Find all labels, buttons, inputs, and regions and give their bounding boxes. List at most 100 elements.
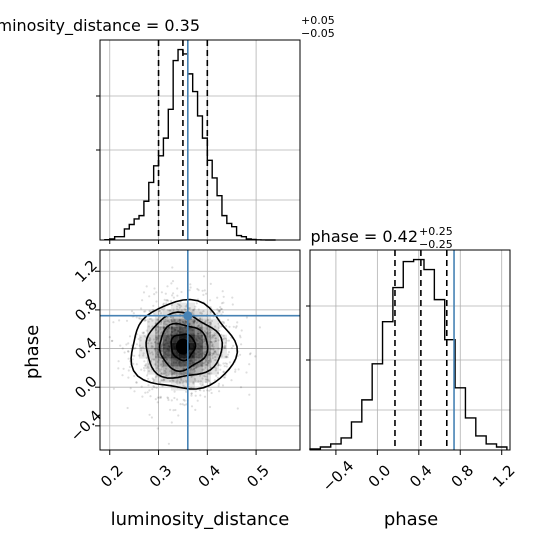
- joint-scatter-point: [224, 344, 227, 347]
- joint-scatter-point: [185, 379, 188, 382]
- joint-scatter-point: [147, 350, 151, 353]
- joint-scatter-point: [209, 282, 212, 285]
- joint-scatter-point: [222, 371, 225, 374]
- joint-scatter-point: [176, 302, 179, 306]
- joint-density-cell: [154, 350, 163, 359]
- joint-scatter-point: [167, 442, 170, 445]
- joint-scatter-point: [210, 391, 213, 395]
- joint-density-cell: [154, 310, 163, 319]
- joint-density-cell: [202, 326, 211, 335]
- joint-scatter-point: [199, 380, 202, 383]
- joint-scatter-point: [181, 320, 185, 323]
- joint-scatter-point: [204, 345, 207, 348]
- joint-scatter-point: [204, 358, 207, 361]
- joint-scatter-point: [153, 378, 156, 381]
- joint-scatter-point: [112, 387, 115, 390]
- joint-scatter-point: [201, 384, 204, 387]
- joint-scatter-point: [214, 369, 217, 372]
- joint-scatter-point: [208, 351, 211, 354]
- joint-scatter-point: [150, 342, 153, 345]
- joint-scatter-point: [158, 316, 161, 319]
- joint-density-core: [175, 338, 190, 355]
- joint-scatter-point: [151, 377, 154, 380]
- joint-scatter-point: [199, 389, 202, 392]
- joint-scatter-point: [221, 311, 224, 314]
- joint-scatter-point: [151, 308, 154, 312]
- joint-scatter-point: [161, 343, 164, 346]
- joint-scatter-point: [209, 340, 212, 343]
- joint-scatter-point: [140, 385, 143, 388]
- joint-density-cell: [218, 334, 227, 343]
- joint-scatter-point: [182, 366, 185, 369]
- joint-scatter-point: [197, 324, 200, 327]
- joint-scatter-point: [151, 325, 154, 328]
- joint-scatter-point: [221, 320, 224, 323]
- joint-scatter-point: [133, 347, 136, 350]
- joint-scatter-point: [169, 379, 172, 383]
- joint-scatter-point: [150, 344, 153, 348]
- joint-scatter-point: [193, 319, 196, 322]
- joint-scatter-point: [223, 337, 226, 340]
- joint-scatter-point: [209, 359, 213, 362]
- joint-density-cell: [162, 342, 171, 351]
- joint-scatter-point: [248, 353, 252, 356]
- joint-scatter-point: [199, 332, 202, 335]
- joint-scatter-point: [171, 294, 174, 297]
- joint-scatter-point: [143, 319, 146, 322]
- joint-scatter-point: [203, 395, 207, 398]
- joint-scatter-point: [222, 362, 225, 365]
- luminosity-distance-title-plus: +0.05: [301, 14, 335, 27]
- joint-scatter-point: [202, 362, 205, 365]
- joint-scatter-point: [208, 335, 211, 338]
- joint-scatter-point: [172, 409, 175, 412]
- joint-scatter-point: [210, 337, 213, 340]
- joint-contour-2: [158, 322, 209, 373]
- joint-scatter-point: [159, 396, 162, 399]
- ph-xtick-label-0: −0.4: [319, 457, 357, 495]
- joint-scatter-point: [153, 287, 156, 290]
- joint-scatter-point: [152, 358, 155, 361]
- joint-density-cell: [202, 366, 211, 375]
- joint-density-cell: [146, 342, 155, 351]
- joint-scatter-point: [153, 358, 156, 361]
- joint-scatter-point: [155, 369, 158, 372]
- joint-scatter-point: [160, 379, 163, 382]
- joint-scatter-point: [159, 395, 162, 398]
- joint-scatter-point: [234, 370, 237, 373]
- joint-scatter-point: [143, 364, 146, 367]
- joint-scatter-point: [258, 326, 261, 329]
- joint-scatter-point: [168, 309, 171, 312]
- joint-scatter-point: [162, 377, 165, 380]
- joint-scatter-point: [208, 359, 211, 362]
- joint-scatter-point: [160, 345, 163, 348]
- joint-scatter-point: [154, 398, 157, 401]
- joint-scatter-point: [142, 352, 145, 355]
- joint-density-cell: [210, 366, 219, 375]
- joint-scatter-point: [180, 373, 183, 376]
- joint-scatter-point: [156, 427, 159, 430]
- joint-scatter-point: [192, 322, 195, 325]
- joint-scatter-point: [158, 370, 161, 373]
- joint-scatter-point: [218, 311, 221, 314]
- joint-scatter-point: [210, 319, 214, 323]
- joint-scatter-point: [240, 343, 243, 346]
- joint-scatter-point: [210, 311, 213, 314]
- joint-scatter-point: [122, 367, 125, 370]
- joint-scatter-point: [151, 388, 154, 391]
- joint-density-cell: [186, 302, 195, 311]
- joint-scatter-point: [172, 320, 175, 323]
- joint-scatter-point: [133, 374, 136, 378]
- joint-density-cell: [186, 358, 195, 367]
- joint-scatter-point: [200, 312, 203, 315]
- joint-scatter-point: [158, 355, 161, 358]
- joint-scatter-point: [238, 334, 242, 337]
- joint-scatter-point: [165, 299, 168, 302]
- joint-scatter-point: [160, 363, 163, 366]
- joint-scatter-point: [218, 390, 221, 393]
- joint-scatter-point: [203, 350, 206, 354]
- joint-scatter-point: [133, 390, 136, 393]
- joint-scatter-point: [214, 351, 217, 354]
- joint-scatter-point: [157, 353, 160, 356]
- joint-scatter-point: [135, 316, 138, 319]
